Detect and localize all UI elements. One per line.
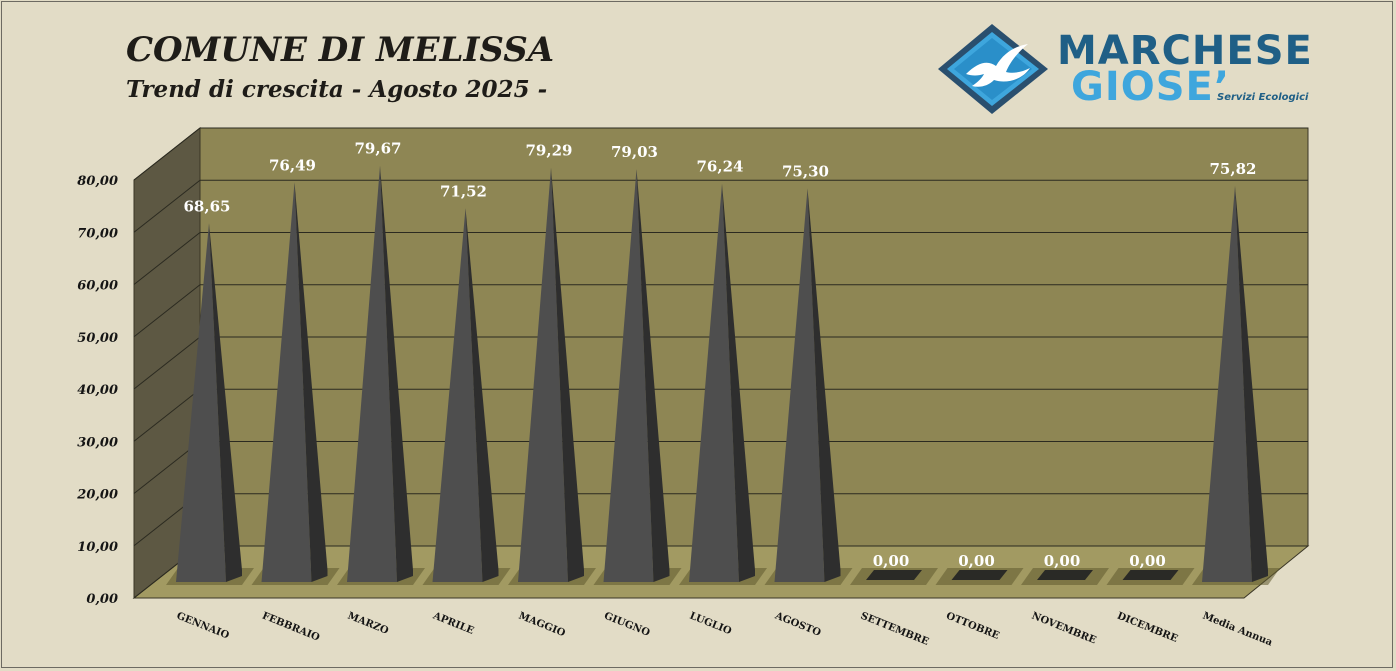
bar <box>1122 570 1179 580</box>
page-title: COMUNE DI MELISSA <box>126 30 555 70</box>
y-tick-label: 60,00 <box>77 279 118 294</box>
x-tick-label: AGOSTO <box>772 610 822 639</box>
bar <box>689 183 739 582</box>
bar-side <box>1235 185 1268 582</box>
bar <box>347 165 397 582</box>
x-tick-label: NOVEMBRE <box>1030 611 1098 647</box>
x-tick-label: DICEMBRE <box>1115 611 1179 645</box>
y-tick-label: 80,00 <box>77 174 118 189</box>
x-tick-label: OTTOBRE <box>944 611 1001 642</box>
data-label: 68,65 <box>184 197 231 215</box>
brand-name-line2: GIOSE’ <box>1071 64 1231 110</box>
y-tick-label: 0,00 <box>86 592 118 607</box>
data-label: 79,29 <box>526 142 573 160</box>
bar <box>1202 185 1252 582</box>
data-label: 79,67 <box>355 140 402 158</box>
gridline-side <box>133 179 201 233</box>
gridline-side <box>133 127 201 181</box>
y-tick-label: 50,00 <box>77 331 118 346</box>
x-tick-label: SETTEMBRE <box>859 611 931 648</box>
bar-side <box>465 208 499 583</box>
x-tick-label: FEBBRAIO <box>260 611 321 644</box>
bar-side <box>294 182 328 582</box>
gridline-side <box>133 232 201 285</box>
y-tick-label: 30,00 <box>77 435 118 450</box>
x-tick-label: MAGGIO <box>517 611 567 640</box>
bar-side <box>551 167 584 582</box>
y-tick-label: 70,00 <box>77 226 118 241</box>
bar-side <box>636 169 670 583</box>
data-label: 0,00 <box>1044 552 1081 570</box>
bar-side <box>209 223 242 582</box>
bar <box>774 188 825 582</box>
gridline-side <box>133 336 201 390</box>
bar <box>261 182 312 582</box>
bar <box>518 167 568 582</box>
data-label: 75,30 <box>782 163 829 181</box>
data-label: 75,82 <box>1210 160 1257 178</box>
gridline-side <box>133 388 201 442</box>
seagull-diamond-icon <box>938 24 1048 114</box>
bar <box>432 208 483 583</box>
x-tick-label: MARZO <box>346 611 390 637</box>
y-tick-label: 20,00 <box>76 488 118 503</box>
bar-side <box>807 188 841 582</box>
data-label: 0,00 <box>958 552 995 570</box>
bar-side <box>722 183 755 582</box>
data-label: 0,00 <box>873 552 910 570</box>
page-subtitle: Trend di crescita - Agosto 2025 - <box>126 76 548 103</box>
data-label: 71,52 <box>440 182 487 200</box>
data-label: 76,24 <box>697 158 744 176</box>
brand-tagline: Servizi Ecologici <box>1217 92 1309 103</box>
gridline-side <box>133 284 201 338</box>
bar <box>176 223 226 582</box>
bar <box>866 570 922 580</box>
x-tick-label: GENNAIO <box>175 611 231 642</box>
bar <box>1037 570 1093 580</box>
x-tick-label: GIUGNO <box>602 611 651 639</box>
y-tick-label: 10,00 <box>77 540 118 555</box>
bar <box>603 169 654 583</box>
data-label: 79,03 <box>611 143 658 161</box>
data-label: 0,00 <box>1129 552 1166 570</box>
x-tick-label: LUGLIO <box>688 611 733 638</box>
bar-side <box>380 165 413 582</box>
x-tick-label: APRILE <box>430 610 475 637</box>
y-tick-label: 40,00 <box>77 383 118 398</box>
data-label: 76,49 <box>269 156 316 174</box>
bar <box>951 570 1008 580</box>
x-tick-label: Media Annua <box>1201 611 1274 649</box>
brand-name-line1: MARCHESE <box>1057 28 1313 74</box>
